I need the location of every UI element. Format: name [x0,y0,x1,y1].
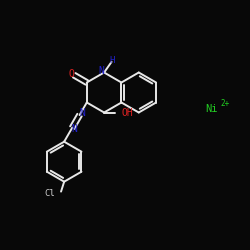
Text: O: O [68,69,74,79]
Text: N: N [98,66,104,76]
Text: 2+: 2+ [221,99,230,108]
Text: H: H [110,56,115,65]
Text: OH: OH [122,108,133,118]
Text: N: N [79,108,85,118]
Text: Ni: Ni [205,104,218,114]
Text: N: N [72,124,78,134]
Text: Cl: Cl [44,189,55,198]
